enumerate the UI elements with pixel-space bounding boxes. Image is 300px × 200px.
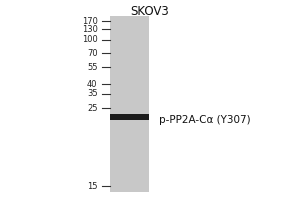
Text: 100: 100 bbox=[82, 36, 98, 45]
Text: p-PP2A-Cα (Y307): p-PP2A-Cα (Y307) bbox=[159, 115, 250, 125]
Bar bbox=[110, 115, 148, 116]
Bar bbox=[110, 16, 148, 192]
Text: 35: 35 bbox=[87, 90, 98, 98]
Bar bbox=[110, 116, 148, 117]
Text: 170: 170 bbox=[82, 17, 98, 25]
Text: 130: 130 bbox=[82, 24, 98, 33]
Text: 25: 25 bbox=[87, 104, 98, 113]
Text: SKOV3: SKOV3 bbox=[130, 5, 170, 18]
Text: 55: 55 bbox=[87, 63, 98, 72]
Text: 70: 70 bbox=[87, 48, 98, 58]
Bar bbox=[110, 117, 148, 118]
Text: 40: 40 bbox=[87, 80, 98, 89]
Bar bbox=[110, 118, 148, 119]
Bar bbox=[110, 119, 148, 120]
Bar bbox=[110, 114, 148, 115]
Text: 15: 15 bbox=[87, 182, 98, 191]
